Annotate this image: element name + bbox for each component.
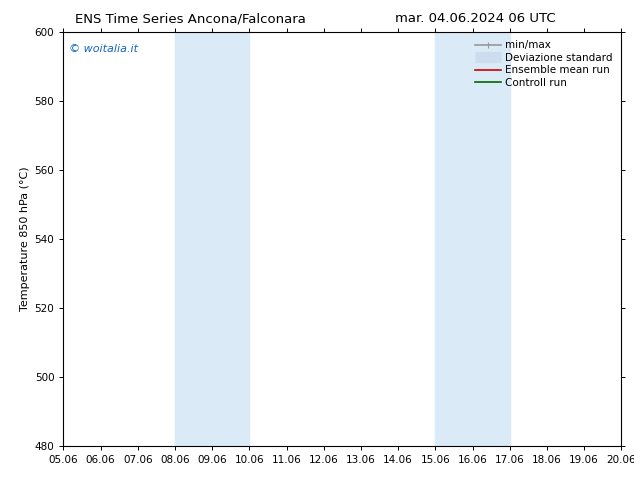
Legend: min/max, Deviazione standard, Ensemble mean run, Controll run: min/max, Deviazione standard, Ensemble m…: [472, 37, 616, 91]
Y-axis label: Temperature 850 hPa (°C): Temperature 850 hPa (°C): [20, 167, 30, 311]
Text: mar. 04.06.2024 06 UTC: mar. 04.06.2024 06 UTC: [395, 12, 556, 25]
Bar: [175, 32, 249, 446]
Text: ENS Time Series Ancona/Falconara: ENS Time Series Ancona/Falconara: [75, 12, 306, 25]
Text: © woitalia.it: © woitalia.it: [69, 44, 138, 54]
Bar: [436, 32, 510, 446]
